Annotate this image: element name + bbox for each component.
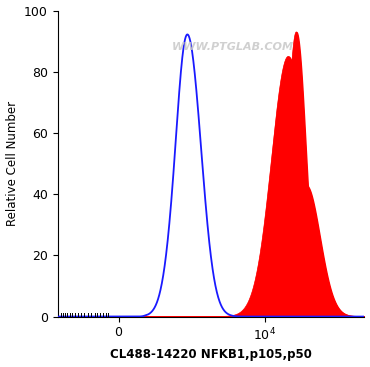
X-axis label: CL488-14220 NFKB1,p105,p50: CL488-14220 NFKB1,p105,p50 (110, 348, 312, 361)
Y-axis label: Relative Cell Number: Relative Cell Number (6, 101, 18, 226)
Text: WWW.PTGLAB.COM: WWW.PTGLAB.COM (171, 42, 294, 52)
